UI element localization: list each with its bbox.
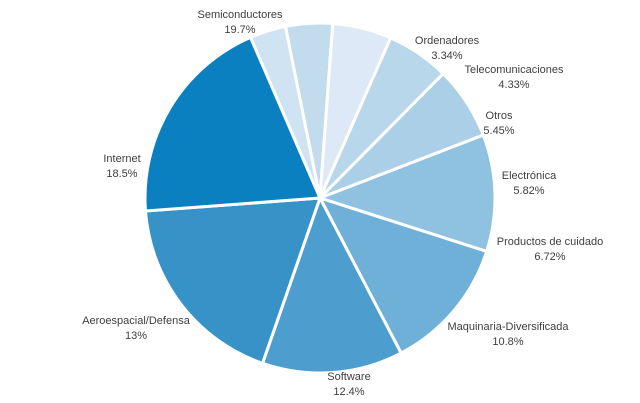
- pie-slice-aeroespacial-defensa: [261, 196, 403, 375]
- slice-value-electronica: 5.82%: [513, 185, 544, 197]
- pie-slice-internet: [143, 196, 322, 365]
- slice-value-aeroespacial-defensa: 13%: [125, 330, 147, 342]
- labels-layer: Ordenadores 3.34%Telecomunicaciones 4.33% O…: [82, 9, 603, 398]
- slice-value-software: 12.4%: [333, 386, 364, 398]
- slice-value-otros: 5.45%: [483, 125, 514, 137]
- pie-slice-maquinaria-diversificada: [318, 133, 497, 253]
- slice-label-software: Software: [327, 371, 370, 383]
- pie-slice-semiconductores: [143, 35, 322, 213]
- slices-layer: [143, 21, 497, 375]
- slice-value-internet: 18.5%: [106, 168, 137, 180]
- slice-label-internet: Internet: [103, 153, 140, 165]
- slice-label-electronica: Electrónica: [502, 170, 557, 182]
- slice-label-semiconductores: Semiconductores: [198, 9, 283, 21]
- slice-label-aeroespacial-defensa: Aeroespacial/Defensa: [82, 315, 191, 327]
- slice-value-ordenadores: 3.34%: [431, 50, 462, 62]
- slice-value-telecomunicaciones: 4.33%: [498, 79, 529, 91]
- slice-value-productos-de-cuidado: 6.72%: [534, 251, 565, 263]
- slice-label-otros: Otros: [486, 110, 513, 122]
- slice-value-semiconductores: 19.7%: [224, 24, 255, 36]
- slice-label-telecomunicaciones: Telecomunicaciones: [464, 64, 564, 76]
- pie-slice-software: [318, 196, 489, 355]
- slice-value-maquinaria-diversificada: 10.8%: [492, 336, 523, 348]
- slice-label-ordenadores: Ordenadores: [415, 35, 480, 47]
- slice-label-maquinaria-diversificada: Maquinaria-Diversificada: [447, 321, 569, 333]
- slice-label-productos-de-cuidado: Productos de cuidado: [497, 236, 603, 248]
